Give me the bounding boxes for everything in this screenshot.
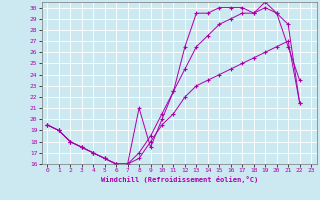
X-axis label: Windchill (Refroidissement éolien,°C): Windchill (Refroidissement éolien,°C) (100, 176, 258, 183)
